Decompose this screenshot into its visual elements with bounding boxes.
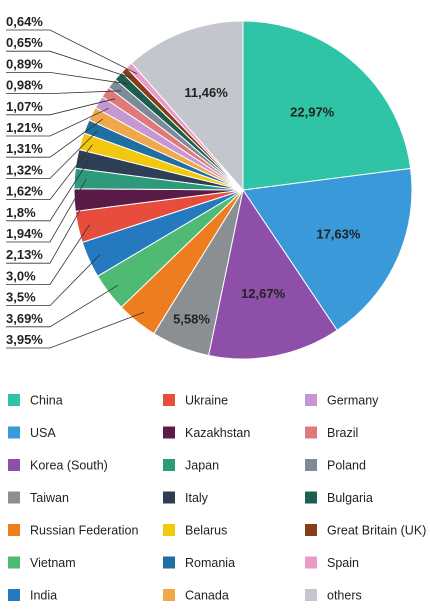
leader-line-great-britain-uk <box>6 50 133 79</box>
slice-label-usa: 17,63% <box>316 226 361 241</box>
side-label-bulgaria: 0,89% <box>6 56 43 71</box>
leader-line-vietnam <box>6 284 119 328</box>
leader-line-canada <box>6 118 103 158</box>
side-label-ukraine: 3,0% <box>6 268 36 283</box>
side-label-canada: 1,31% <box>6 141 43 156</box>
legend-swatch-others <box>305 589 317 601</box>
slice-label-taiwan: 5,58% <box>173 312 210 327</box>
legend-label-india: India <box>30 589 57 603</box>
legend-label-germany: Germany <box>327 394 379 408</box>
side-label-italy: 1,8% <box>6 205 36 220</box>
pie-slices <box>73 20 413 360</box>
side-label-spain: 0,64% <box>6 14 43 29</box>
leader-line-japan <box>6 179 87 243</box>
leader-line-italy <box>6 160 89 222</box>
legend-swatch-italy <box>163 491 175 504</box>
legend: China USA Korea (South) Taiwan Russian Feder… <box>8 394 426 603</box>
legend-swatch-great-britain-uk <box>305 524 317 536</box>
leader-line-russian-federation <box>6 311 145 349</box>
leader-line-bulgaria <box>6 72 128 85</box>
legend-label-usa: USA <box>30 426 56 440</box>
legend-swatch-korea-south <box>8 459 20 471</box>
side-label-japan: 1,94% <box>6 226 43 241</box>
legend-swatch-spain <box>305 556 317 569</box>
legend-label-great-britain-uk: Great Britain (UK) <box>327 524 426 538</box>
legend-label-kazakhstan: Kazakhstan <box>185 426 250 440</box>
slice-label-others: 11,46% <box>184 85 228 100</box>
legend-swatch-china <box>8 394 20 406</box>
leader-line-ukraine <box>6 224 91 285</box>
leader-line-brazil <box>6 98 116 116</box>
side-label-vietnam: 3,69% <box>6 311 43 326</box>
legend-swatch-canada <box>163 589 175 601</box>
legend-label-italy: Italy <box>185 491 209 505</box>
pie-slice-usa <box>242 167 413 332</box>
leader-line-romania <box>6 130 98 179</box>
legend-label-others: others <box>327 589 362 603</box>
leader-lines <box>6 29 145 349</box>
legend-label-ukraine: Ukraine <box>185 394 228 408</box>
legend-swatch-poland <box>305 459 317 471</box>
legend-swatch-germany <box>305 394 317 406</box>
legend-label-russian-federation: Russian Federation <box>30 524 138 538</box>
side-label-germany: 1,21% <box>6 120 43 135</box>
legend-swatch-india <box>8 589 20 601</box>
pie-slice-others <box>130 20 244 192</box>
legend-swatch-ukraine <box>163 394 175 406</box>
legend-swatch-taiwan <box>8 491 20 504</box>
legend-swatch-japan <box>163 459 175 471</box>
legend-swatch-romania <box>163 556 175 569</box>
legend-label-bulgaria: Bulgaria <box>327 491 373 505</box>
legend-label-taiwan: Taiwan <box>30 491 69 505</box>
side-label-romania: 1,32% <box>6 162 43 177</box>
legend-swatch-belarus <box>163 524 175 536</box>
legend-label-spain: Spain <box>327 556 359 570</box>
side-label-poland: 0,98% <box>6 78 43 93</box>
legend-label-romania: Romania <box>185 556 235 570</box>
leader-line-spain <box>6 29 138 75</box>
slice-label-china: 22,97% <box>290 104 335 119</box>
side-label-belarus: 1,62% <box>6 184 43 199</box>
leader-line-india <box>6 254 101 307</box>
legend-swatch-vietnam <box>8 556 20 569</box>
leader-line-poland <box>6 90 122 94</box>
leader-line-germany <box>6 107 109 137</box>
side-label-kazakhstan: 2,13% <box>6 247 43 262</box>
slice-label-korea-south: 12,67% <box>241 286 286 301</box>
legend-swatch-bulgaria <box>305 491 317 504</box>
side-label-russian-federation: 3,95% <box>6 332 43 347</box>
legend-swatch-usa <box>8 426 20 439</box>
pie-slice-china <box>242 20 412 191</box>
legend-label-poland: Poland <box>327 459 366 473</box>
leader-line-belarus <box>6 144 93 201</box>
leader-line-kazakhstan <box>6 199 87 264</box>
legend-swatch-russian-federation <box>8 524 20 536</box>
side-label-india: 3,5% <box>6 290 36 305</box>
legend-label-brazil: Brazil <box>327 426 358 440</box>
side-label-great-britain-uk: 0,65% <box>6 35 43 50</box>
pie-slice-korea-south <box>207 188 338 360</box>
legend-label-korea-south: Korea (South) <box>30 459 108 473</box>
legend-label-canada: Canada <box>185 589 229 603</box>
legend-label-japan: Japan <box>185 459 219 473</box>
legend-label-belarus: Belarus <box>185 524 227 538</box>
legend-label-china: China <box>30 394 63 408</box>
legend-label-vietnam: Vietnam <box>30 556 76 570</box>
side-label-brazil: 1,07% <box>6 99 43 114</box>
legend-swatch-brazil <box>305 426 317 439</box>
legend-swatch-kazakhstan <box>163 426 175 439</box>
slice-labels: 22,97% 17,63% 12,67% 5,58% 11,46% 0,64% 0,65% 0… <box>6 14 361 347</box>
